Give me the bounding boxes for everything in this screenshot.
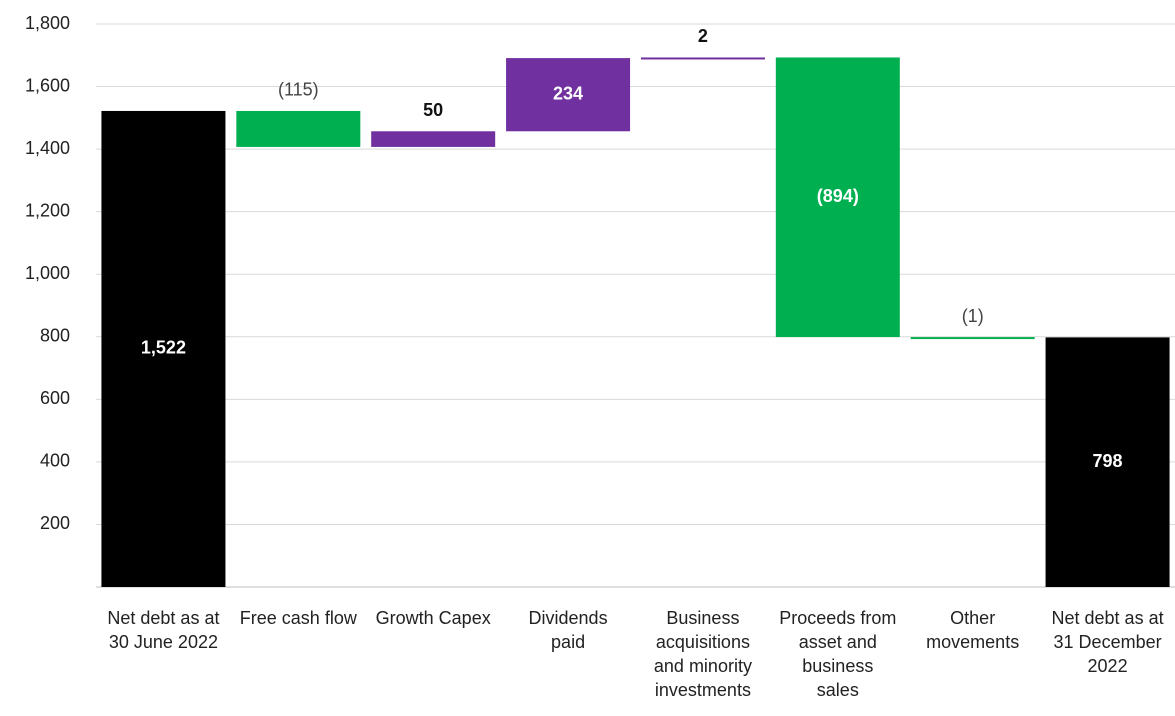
data-label: (1) — [962, 306, 984, 326]
data-label: 1,522 — [141, 338, 186, 358]
x-tick-label: Growth Capex — [375, 608, 491, 628]
bar — [775, 57, 900, 338]
x-tick-label: Dividends paid — [528, 608, 608, 652]
data-label: (115) — [278, 80, 319, 100]
y-tick-label: 400 — [40, 451, 70, 471]
bar — [640, 57, 765, 60]
data-label: 798 — [1093, 451, 1123, 471]
y-tick-label: 1,600 — [25, 75, 70, 95]
data-label: 50 — [423, 100, 443, 120]
x-tick-label: Free cash flow — [239, 608, 357, 628]
y-tick-label: 1,400 — [25, 138, 70, 158]
x-tick-label: Net debt as at 30 June 2022 — [107, 608, 220, 652]
y-tick-label: 1,800 — [25, 13, 70, 33]
data-label: 2 — [698, 26, 708, 46]
data-label: 234 — [553, 83, 583, 103]
data-label: (894) — [817, 186, 859, 206]
bar — [1045, 337, 1170, 587]
y-tick-label: 1,000 — [25, 263, 70, 283]
bar — [101, 110, 226, 588]
bar — [236, 110, 361, 147]
x-tick-label: Net debt as at 31 December 2022 — [1051, 608, 1164, 676]
bar — [371, 131, 496, 147]
y-tick-label: 600 — [40, 388, 70, 408]
y-tick-label: 1,200 — [25, 200, 70, 220]
y-tick-label: 800 — [40, 326, 70, 346]
bar — [910, 337, 1035, 340]
bar — [506, 58, 631, 132]
x-tick-label: Business acquisitions and minority inves… — [653, 608, 752, 700]
y-tick-label: 200 — [40, 513, 70, 533]
x-tick-label: Other movements — [926, 608, 1020, 652]
x-tick-label: Proceeds from asset and business sales — [779, 608, 897, 700]
